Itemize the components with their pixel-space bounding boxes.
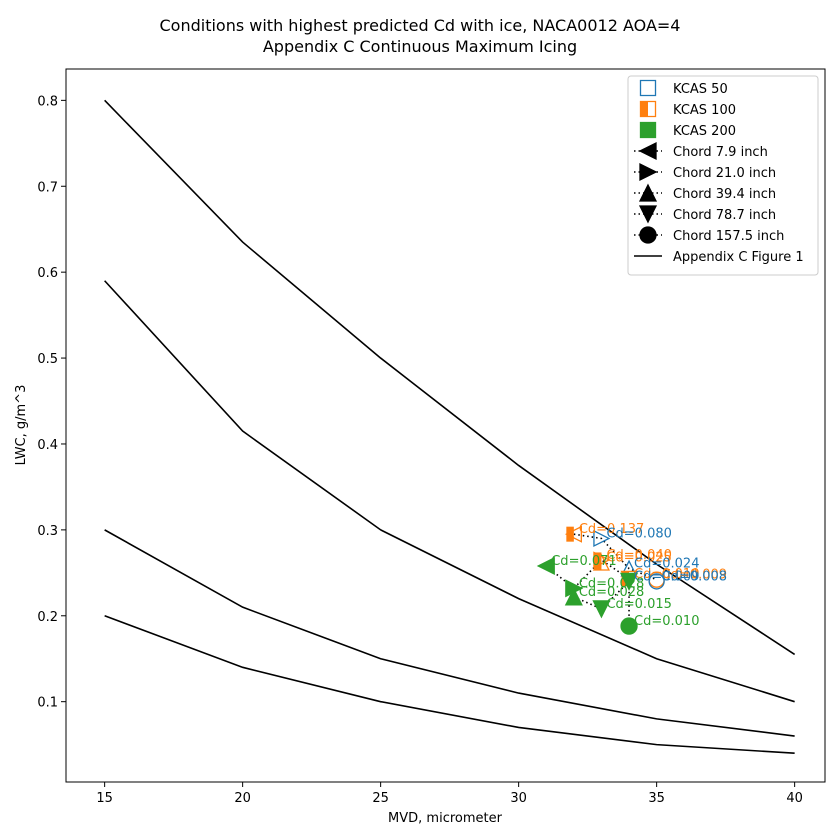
data-point-2 (593, 529, 611, 548)
data-label-14: Cd=0.015 (606, 597, 671, 612)
legend-item-1: KCAS 50 (639, 79, 728, 97)
y-tick-label-8: 0.8 (37, 94, 58, 109)
legend-marker-4 (638, 141, 657, 161)
reference-curve-2 (104, 280, 795, 703)
reference-curves (104, 99, 796, 755)
y-tick-label-4: 0.4 (37, 438, 58, 453)
legend-item-7: Chord 78.7 inch (634, 205, 776, 224)
legend-marker-6 (638, 183, 658, 202)
data-label-4: Cd=0.025 (606, 551, 671, 566)
chord-paths (545, 533, 657, 627)
data-label-9: Cd=0.009 (662, 568, 727, 583)
legend-item-3: KCAS 200 (639, 121, 736, 139)
chord-path-2 (545, 558, 630, 627)
plot-frame (65, 68, 826, 783)
data-point-10 (648, 573, 665, 590)
legend-label-4: Chord 7.9 inch (673, 145, 768, 160)
x-tick-label-4: 30 (510, 791, 527, 806)
data-label-10: Cd=0.008 (662, 569, 727, 584)
legend-item-5: Chord 21.0 inch (634, 162, 776, 182)
legend-label-7: Chord 78.7 inch (673, 208, 776, 223)
legend-marker-5 (639, 162, 658, 182)
y-axis-ticks: 0.1 0.2 0.3 0.4 0.5 0.6 0.7 0.8 (37, 94, 66, 711)
x-tick-label-2: 20 (234, 791, 251, 806)
x-tick-label-3: 25 (372, 791, 389, 806)
data-label-2: Cd=0.080 (606, 526, 671, 541)
legend-label-3: KCAS 200 (673, 124, 736, 139)
legend-marker-3 (639, 121, 657, 139)
data-label-5: Cd=0.024 (634, 557, 699, 572)
reference-curve-1 (104, 99, 796, 656)
legend-box (627, 75, 819, 276)
legend: KCAS 50 KCAS 100 KCAS 200 Chord 7.9 inch Cho… (627, 75, 819, 276)
chord-path-3 (573, 580, 630, 610)
data-points (536, 525, 665, 635)
y-tick-label-3: 0.3 (37, 524, 58, 539)
y-tick-label-1: 0.1 (37, 696, 58, 711)
legend-label-2: KCAS 100 (673, 103, 736, 118)
chart-title: Conditions with highest predicted Cd wit… (160, 16, 681, 35)
data-point-12 (564, 587, 583, 606)
data-label-1: Cd=0.137 (579, 522, 644, 537)
data-point-15 (620, 617, 638, 635)
data-point-14 (592, 600, 611, 619)
x-axis-ticks: 15 20 25 30 35 40 (96, 782, 803, 806)
data-label-8: Cd=0.009 (634, 569, 699, 584)
x-axis-label: MVD, micrometer (388, 811, 503, 826)
legend-item-6: Chord 39.4 inch (634, 183, 776, 202)
data-label-3: Cd=0.040 (606, 548, 671, 563)
legend-item-9: Appendix C Figure 1 (634, 250, 804, 265)
reference-curve-3 (104, 529, 795, 737)
legend-label-1: KCAS 50 (673, 82, 728, 97)
legend-marker-7 (638, 205, 658, 224)
reference-curve-4 (104, 615, 795, 755)
data-label-12: Cd=0.028 (579, 585, 644, 600)
data-point-6 (536, 556, 555, 576)
x-tick-label-5: 35 (648, 791, 665, 806)
legend-label-5: Chord 21.0 inch (673, 166, 776, 181)
legend-label-9: Appendix C Figure 1 (673, 250, 804, 265)
y-tick-label-6: 0.6 (37, 266, 58, 281)
data-point-13 (619, 572, 639, 591)
data-label-7: Cd=0.010 (634, 567, 699, 582)
data-label-6: Cd=0.071 (551, 554, 616, 569)
x-tick-label-6: 40 (786, 791, 803, 806)
legend-item-8: Chord 157.5 inch (634, 226, 784, 244)
chart-subtitle: Appendix C Continuous Maximum Icing (263, 37, 577, 56)
data-label-15: Cd=0.010 (634, 614, 699, 629)
y-tick-label-5: 0.5 (37, 352, 58, 367)
legend-marker-8 (639, 226, 657, 244)
legend-marker-1 (639, 79, 657, 97)
data-label-11: Cd=0.028 (579, 576, 644, 591)
legend-label-6: Chord 39.4 inch (673, 187, 776, 202)
legend-marker-2 (639, 100, 657, 118)
y-tick-label-2: 0.2 (37, 610, 58, 625)
y-axis-label: LWC, g/m^3 (14, 385, 29, 466)
legend-label-8: Chord 157.5 inch (673, 229, 784, 244)
chord-path-1 (573, 533, 657, 581)
legend-item-4: Chord 7.9 inch (634, 141, 768, 161)
data-point-4 (592, 553, 610, 571)
y-tick-label-7: 0.7 (37, 180, 58, 195)
data-point-1 (564, 525, 582, 543)
x-tick-label-1: 15 (96, 791, 113, 806)
legend-item-2: KCAS 100 (639, 100, 736, 118)
